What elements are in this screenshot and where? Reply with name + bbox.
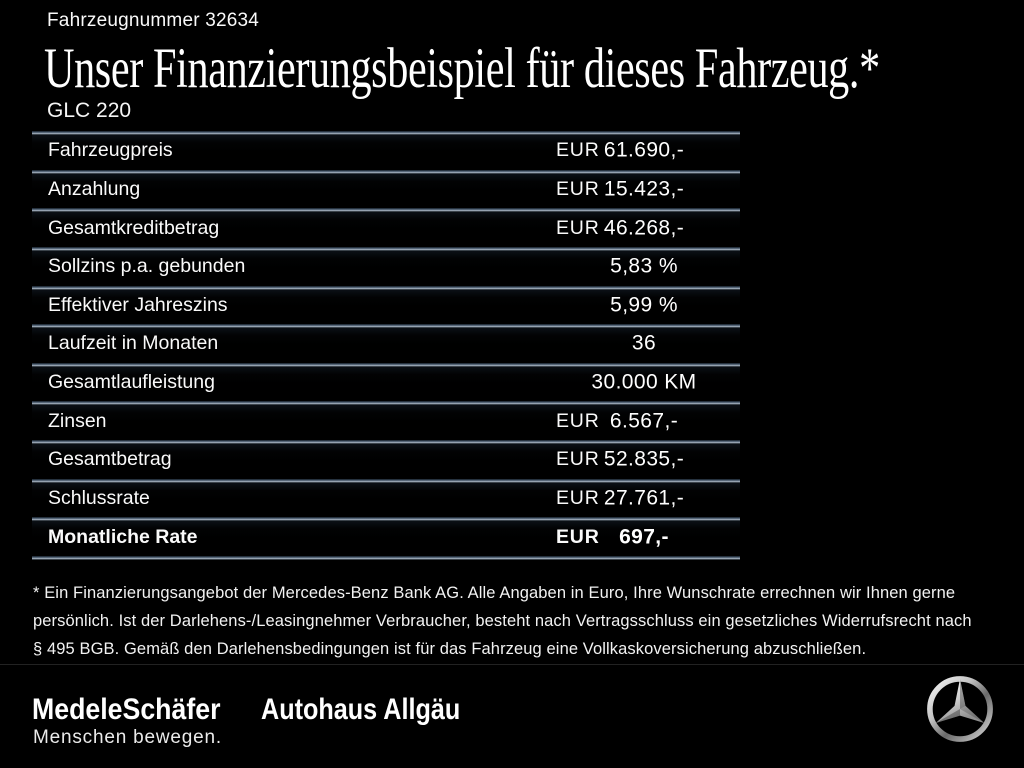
table-row-fahrzeugpreis: Fahrzeugpreis EUR 61.690,- — [32, 131, 740, 170]
table-row-schlussrate: Schlussrate EUR 27.761,- — [32, 478, 740, 518]
disclaimer-line: * Ein Finanzierungsangebot der Mercedes-… — [33, 584, 956, 602]
row-label: Anzahlung — [48, 178, 141, 201]
table-row-effektiver-jahreszins: Effektiver Jahreszins 5,99 % — [32, 285, 740, 325]
row-currency: EUR — [556, 448, 600, 471]
mercedes-star-icon — [925, 674, 995, 744]
table-row-sollzins: Sollzins p.a. gebunden 5,83 % — [32, 246, 740, 286]
row-value: 15.423,- — [603, 177, 685, 201]
table-row-zinsen: Zinsen EUR 6.567,- — [32, 401, 740, 440]
table-row-laufzeit: Laufzeit in Monaten 36 — [32, 324, 740, 363]
row-label: Monatliche Rate — [48, 525, 198, 548]
table-row-monatliche-rate: Monatliche Rate EUR 697,- — [32, 517, 740, 556]
vehicle-model: GLC 220 — [47, 99, 132, 122]
row-value: 697,- — [619, 525, 669, 549]
row-currency: EUR — [556, 139, 600, 162]
finance-table: Fahrzeugpreis EUR 61.690,- Anzahlung EUR… — [32, 131, 740, 560]
disclaimer-line: § 495 BGB. Gemäß den Darlehensbedingunge… — [33, 640, 867, 658]
row-value: 27.761,- — [603, 486, 685, 510]
disclaimer-line: persönlich. Ist der Darlehens-/Leasingne… — [33, 612, 972, 630]
row-currency: EUR — [556, 409, 600, 432]
disclaimer: * Ein Finanzierungsangebot der Mercedes-… — [33, 579, 1013, 663]
row-value: 52.835,- — [603, 448, 685, 472]
dealer-tagline: Menschen bewegen. — [33, 727, 222, 748]
footer-divider — [0, 664, 1024, 665]
row-currency: EUR — [556, 525, 600, 548]
row-label: Effektiver Jahreszins — [48, 294, 228, 317]
dealer-logo-autohaus-allgaeu: Autohaus Allgäu — [261, 693, 461, 726]
vehicle-number: Fahrzeugnummer 32634 — [47, 10, 260, 31]
row-label: Gesamtlaufleistung — [48, 371, 215, 394]
table-row-gesamtbetrag: Gesamtbetrag EUR 52.835,- — [32, 440, 740, 479]
row-value: 5,83 % — [610, 254, 678, 278]
row-value: 46.268,- — [603, 216, 685, 240]
row-label: Schlussrate — [48, 487, 150, 510]
row-label: Fahrzeugpreis — [48, 139, 173, 162]
row-currency: EUR — [556, 216, 600, 239]
dealer-logo-medeleschaefer: MedeleSchäfer — [32, 693, 221, 726]
row-value: 5,99 % — [610, 293, 678, 317]
row-label: Gesamtbetrag — [48, 448, 172, 471]
table-row-gesamtkreditbetrag: Gesamtkreditbetrag EUR 46.268,- — [32, 208, 740, 247]
row-value: 6.567,- — [609, 409, 679, 433]
row-label: Zinsen — [48, 409, 107, 432]
row-value: 36 — [631, 332, 657, 356]
row-currency: EUR — [556, 178, 600, 201]
row-label: Sollzins p.a. gebunden — [48, 255, 246, 278]
row-currency: EUR — [556, 487, 600, 510]
row-value: 61.690,- — [603, 139, 685, 163]
table-row-anzahlung: Anzahlung EUR 15.423,- — [32, 169, 740, 209]
table-row-gesamtlaufleistung: Gesamtlaufleistung 30.000 KM — [32, 362, 740, 402]
page-title: Unser Finanzierungsbeispiel für dieses F… — [44, 37, 880, 100]
row-label: Gesamtkreditbetrag — [48, 216, 220, 239]
row-label: Laufzeit in Monaten — [48, 332, 219, 355]
row-value: 30.000 KM — [591, 370, 697, 394]
